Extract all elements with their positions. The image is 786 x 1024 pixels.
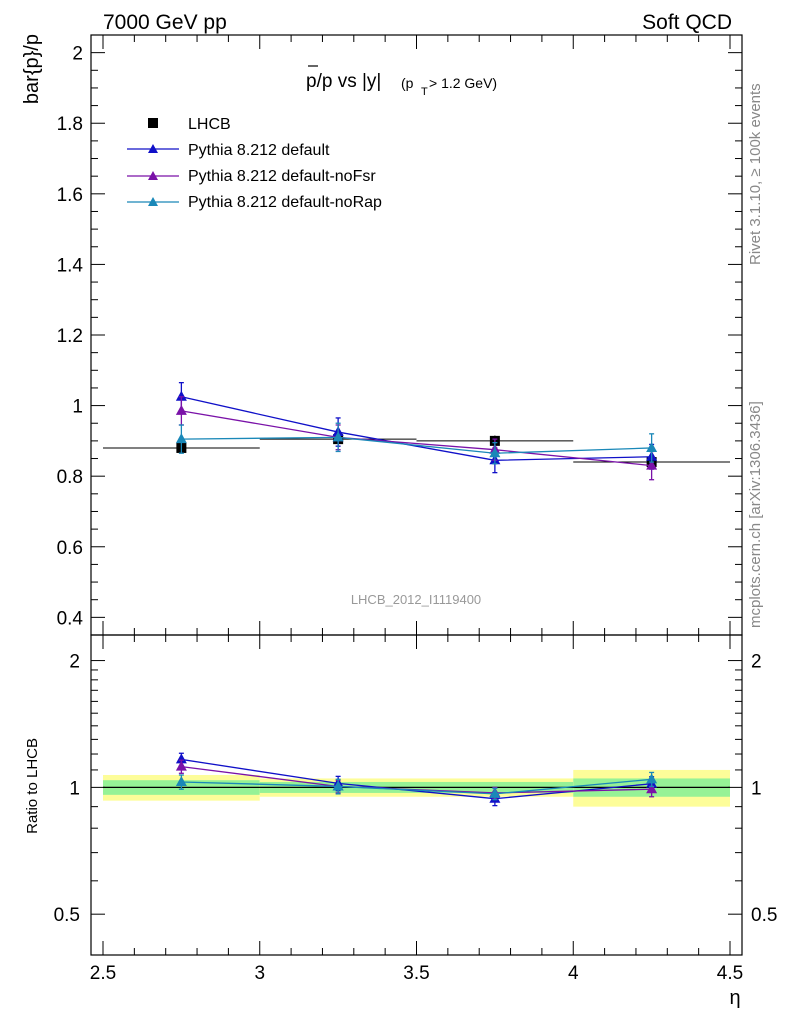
legend-marker-lhcb — [148, 118, 158, 128]
xtick-label: 3 — [254, 963, 265, 984]
analysis-watermark: LHCB_2012_I1119400 — [351, 592, 481, 607]
legend-marker-nofsr — [148, 171, 158, 180]
axis-ticks: 0.4 0.6 0.8 1 1.2 1.4 1.6 1.8 2 0.5 0.5 1 1 2 2 2.5 3 3.5… — [54, 35, 777, 984]
main-ytick-label: 0.6 — [57, 538, 83, 559]
xtick-label: 4 — [568, 963, 579, 984]
main-point-1 — [646, 459, 658, 470]
xtick-label: 3.5 — [403, 963, 429, 984]
main-plot-data — [103, 381, 730, 481]
mcplots-label: mcplots.cern.ch [arXiv:1306.3436] — [747, 401, 764, 628]
ratio-point-1 — [646, 783, 658, 794]
main-series-line-2 — [181, 436, 652, 454]
x-axis-label: η — [729, 987, 740, 1009]
legend-label-default: Pythia 8.212 default — [188, 142, 330, 159]
main-ytick-label: 2 — [72, 44, 83, 65]
legend-label-lhcb: LHCB — [188, 116, 231, 133]
legend-label-norap: Pythia 8.212 default-noRap — [188, 194, 382, 211]
main-ytick-label: 1.4 — [57, 255, 84, 276]
ratio-bands — [103, 769, 730, 807]
main-ytick-label: 0.4 — [57, 608, 84, 629]
ratio-series-line-2 — [181, 778, 652, 795]
ratio-point-2 — [489, 787, 501, 798]
legend-marker-default — [148, 144, 158, 153]
title-main: p/p vs |y| — [306, 71, 381, 92]
legend: LHCB Pythia 8.212 default Pythia 8.212 d… — [127, 116, 382, 211]
main-point-2 — [332, 431, 344, 442]
main-ytick-label: 1.6 — [57, 185, 83, 206]
main-series-line-1 — [181, 410, 652, 467]
rivet-label: Rivet 3.1.10, ≥ 100k events — [747, 83, 764, 265]
ratio-plot-data — [175, 752, 658, 807]
main-ytick-label: 0.8 — [57, 467, 83, 488]
ratio-point-2 — [332, 780, 344, 791]
legend-label-nofsr: Pythia 8.212 default-noFsr — [188, 168, 376, 185]
main-ytick-label: 1.2 — [57, 326, 83, 347]
header-left: 7000 GeV pp — [103, 11, 227, 34]
main-point-2 — [646, 441, 658, 452]
title-sub-rest: > 1.2 GeV) — [429, 75, 497, 91]
ratio-ytick-label-right: 1 — [751, 778, 762, 799]
main-point-2 — [175, 433, 187, 444]
ratio-ytick-label-right: 0.5 — [751, 905, 777, 926]
ratio-point-2 — [646, 773, 658, 784]
ratio-ytick-label-left: 1 — [69, 778, 80, 799]
main-series-line-0 — [181, 396, 652, 461]
main-title: p/p vs |y| (p T > 1.2 GeV) — [306, 65, 497, 98]
title-sub: (p — [401, 75, 414, 91]
main-point-2 — [489, 447, 501, 458]
ratio-ytick-label-right: 2 — [751, 652, 762, 673]
ratio-ytick-label-left: 0.5 — [54, 905, 80, 926]
ratio-point-1 — [175, 760, 187, 771]
xtick-label: 2.5 — [90, 963, 116, 984]
ratio-ytick-label-left: 2 — [69, 652, 80, 673]
ratio-point-0 — [175, 753, 187, 764]
main-ytick-label: 1.8 — [57, 114, 83, 135]
legend-marker-norap — [148, 197, 158, 206]
xtick-label: 4.5 — [717, 963, 743, 984]
header-right: Soft QCD — [642, 11, 732, 34]
title-sub-T: T — [421, 86, 428, 98]
main-ytick-label: 1 — [72, 397, 83, 418]
main-point-0 — [175, 390, 187, 401]
main-ylabel: bar{p}/p — [21, 34, 43, 104]
main-point-1 — [175, 404, 187, 415]
ratio-point-2 — [175, 775, 187, 786]
ratio-ylabel: Ratio to LHCB — [24, 738, 41, 834]
